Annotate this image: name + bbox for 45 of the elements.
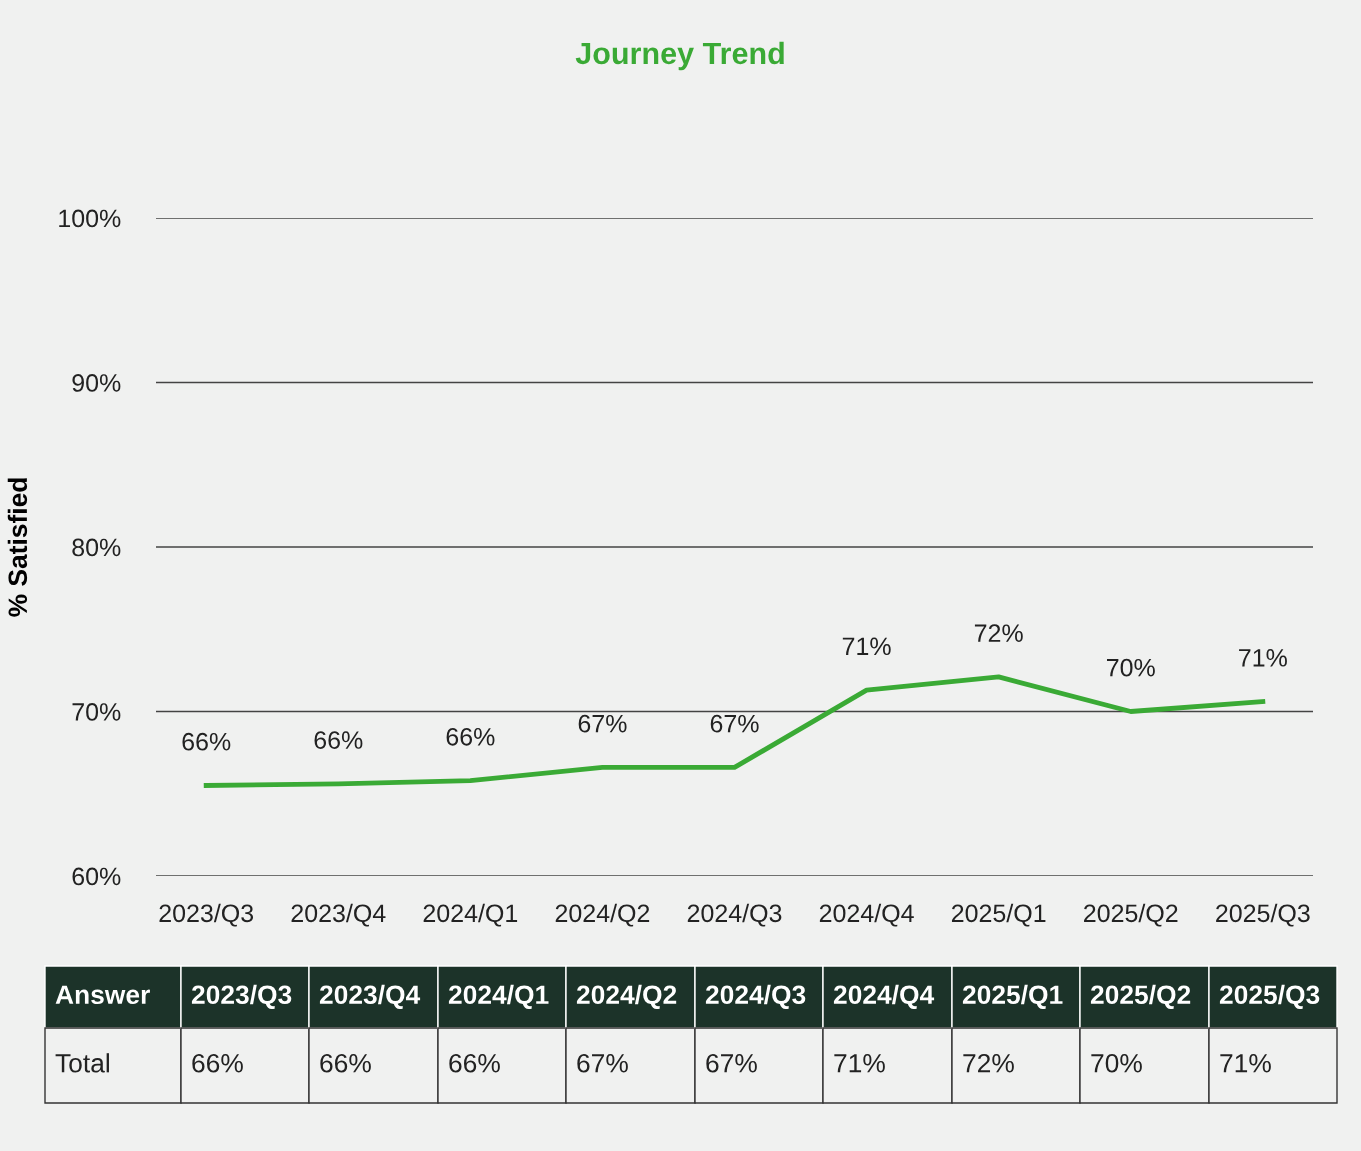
- x-tick-label: 2023/Q3: [159, 903, 254, 927]
- data-label: 67%: [577, 1053, 628, 1073]
- y-axis-title: % Satisfied: [7, 478, 28, 617]
- data-label: 72%: [963, 1053, 1014, 1073]
- x-tick-label: 2024/Q2: [555, 903, 650, 927]
- text: 72%: [974, 624, 1023, 642]
- text: 66%: [446, 727, 495, 746]
- category-label: 2023/Q4: [319, 984, 421, 1010]
- text: 66%: [182, 732, 231, 751]
- y-tick-label: 80%: [72, 538, 121, 557]
- text: Total: [55, 1053, 109, 1073]
- x-tick-label: 2025/Q1: [951, 903, 1046, 927]
- text: 71%: [1239, 649, 1287, 667]
- x-tick-label: 2025/Q2: [1084, 903, 1178, 927]
- x-tick-label: 2024/Q3: [687, 903, 782, 927]
- text: 66%: [314, 731, 363, 749]
- y-tick-label: 60%: [72, 867, 121, 886]
- x-tick-label: 2024/Q4: [819, 903, 914, 927]
- data-label: 67%: [706, 1053, 757, 1073]
- y-tick-label: 90%: [72, 374, 121, 392]
- data-label: 66%: [192, 1053, 243, 1073]
- text: 67%: [710, 714, 759, 733]
- category-label: 2025/Q3: [1219, 984, 1320, 1010]
- data-label: 71%: [1220, 1054, 1271, 1073]
- data-label: 71%: [834, 1054, 885, 1073]
- x-tick-label: 2025/Q3: [1216, 903, 1310, 927]
- data-label: 66%: [320, 1053, 371, 1073]
- data-label: 70%: [1091, 1053, 1142, 1073]
- category-label: 2024/Q2: [576, 984, 677, 1010]
- category-label: 2025/Q1: [962, 984, 1063, 1010]
- y-tick-label: 100%: [59, 209, 121, 228]
- text: Answer: [55, 985, 150, 1005]
- data-label: 66%: [449, 1053, 500, 1073]
- y-tick-label: 70%: [72, 703, 121, 721]
- text: 71%: [842, 637, 891, 656]
- x-tick-label: 2023/Q4: [291, 903, 386, 927]
- x-tick-label: 2024/Q1: [423, 903, 518, 927]
- category-label: 2025/Q2: [1090, 984, 1191, 1010]
- category-label: 2024/Q3: [705, 984, 806, 1010]
- category-label: 2024/Q1: [448, 984, 549, 1010]
- category-label: 2023/Q3: [191, 984, 292, 1010]
- text: 67%: [578, 714, 627, 733]
- category-label: 2024/Q4: [833, 984, 935, 1010]
- chart-title: Journey Trend: [575, 41, 784, 71]
- text: 70%: [1107, 658, 1155, 677]
